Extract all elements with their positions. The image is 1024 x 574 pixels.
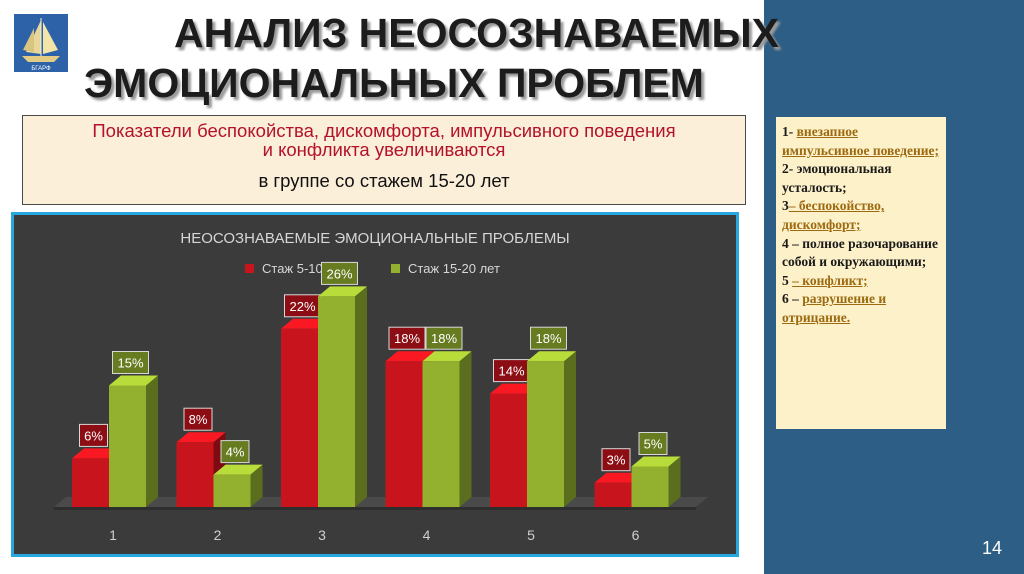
bar-chart: НЕОСОЗНАВАЕМЫЕ ЭМОЦИОНАЛЬНЫЕ ПРОБЛЕМЫ Ст… (54, 230, 708, 543)
data-label: 5% (644, 437, 663, 452)
data-label-box (183, 407, 213, 431)
chart-floor-edge (54, 507, 696, 510)
x-tick-label: 4 (423, 527, 431, 543)
bar-s2-c2: 4% (213, 440, 263, 507)
bar-s2-c4: 18% (422, 326, 472, 507)
data-label-box (321, 261, 358, 285)
x-tick-label: 3 (318, 527, 326, 543)
legend-swatch-series-1 (245, 264, 254, 273)
bar-s2-c5: 18% (527, 326, 576, 507)
category-item-prefix: 3 (782, 198, 789, 214)
bar-s2-c6: 5% (631, 432, 681, 507)
data-label: 8% (189, 412, 208, 427)
category-item-text: эмоциональная усталость; (782, 161, 892, 195)
x-tick-label: 2 (214, 527, 222, 543)
x-axis-ticks: 1 2 3 4 5 6 (109, 527, 640, 543)
chart-bars: 6% 15% 8% 4% 22% 26% 18% 18% 14% 18% 3% 5% (72, 261, 681, 507)
data-label: 18% (431, 331, 457, 346)
category-item-text: разрушение и отрицание. (782, 291, 887, 325)
category-legend-text: 1- внезапное импульсивное поведение; 2- э… (782, 123, 942, 328)
data-label-box (112, 351, 149, 374)
logo-text: БГАРФ (31, 66, 51, 72)
category-item-text: полное разочарование собой и окружающими… (782, 235, 938, 270)
bar-s2-c3: 26% (318, 261, 367, 507)
data-label-box (79, 423, 108, 447)
x-tick-label: 6 (632, 527, 640, 543)
data-label-box (638, 432, 668, 455)
data-label-box (530, 326, 567, 350)
chart-title: НЕОСОЗНАВАЕМЫЕ ЭМОЦИОНАЛЬНЫЕ ПРОБЛЕМЫ (180, 230, 569, 247)
category-item-prefix: 6 – (782, 291, 803, 307)
data-label: 14% (498, 364, 524, 379)
info-red-line-2: и конфликта увеличиваются (262, 139, 506, 160)
data-label: 18% (394, 331, 420, 346)
chart-legend: Стаж 5-10 лет Стаж 15-20 лет (245, 261, 500, 276)
category-item-prefix: 5 (782, 272, 793, 288)
title-line-1: АНАЛИЗ НЕОСОЗНАВАЕМЫХ (174, 10, 780, 56)
data-label: 18% (535, 331, 561, 346)
x-tick-label: 5 (527, 527, 535, 543)
category-item-text: – конфликт; (792, 272, 868, 288)
bar-s1-c3: 22% (281, 294, 330, 507)
info-box: Показатели беспокойства, дискомфорта, им… (22, 115, 746, 205)
data-label-box (425, 326, 463, 350)
data-label: 3% (607, 453, 626, 468)
chart-frame: НЕОСОЗНАВАЕМЫЕ ЭМОЦИОНАЛЬНЫЕ ПРОБЛЕМЫ Ст… (11, 212, 739, 557)
data-label: 15% (117, 356, 143, 371)
page-number: 14 (982, 538, 1003, 558)
x-tick-label: 1 (109, 527, 117, 543)
data-label-box (388, 326, 426, 350)
bar-s2-c1: 15% (109, 351, 158, 507)
data-label-box (601, 448, 631, 472)
ship-logo-icon: БГАРФ (22, 18, 60, 72)
data-label-box (220, 440, 250, 464)
category-legend-box: 1- внезапное импульсивное поведение; 2- э… (776, 117, 946, 429)
category-item-prefix: 4 – (782, 235, 803, 251)
data-label: 6% (84, 428, 103, 443)
category-item-text: – беспокойство, дискомфорт; (782, 198, 885, 232)
page-title: АНАЛИЗ НЕОСОЗНАВАЕМЫХ ЭМОЦИОНАЛЬНЫХ ПРОБ… (84, 8, 944, 108)
legend-swatch-series-2 (391, 264, 400, 273)
category-item-prefix: 1- (782, 124, 797, 139)
data-label: 22% (289, 299, 315, 314)
info-red-line-1: Показатели беспокойства, дискомфорта, им… (92, 120, 676, 141)
legend-label-series-2: Стаж 15-20 лет (408, 261, 500, 276)
category-item-text: внезапное импульсивное поведение; (782, 124, 939, 158)
data-label: 26% (326, 266, 352, 281)
category-item-prefix: 2- (782, 161, 797, 177)
logo: БГАРФ (14, 14, 68, 72)
data-label: 4% (226, 445, 245, 460)
info-black-line: в группе со стажем 15-20 лет (258, 170, 510, 191)
title-line-2: ЭМОЦИОНАЛЬНЫХ ПРОБЛЕМ (84, 60, 704, 106)
